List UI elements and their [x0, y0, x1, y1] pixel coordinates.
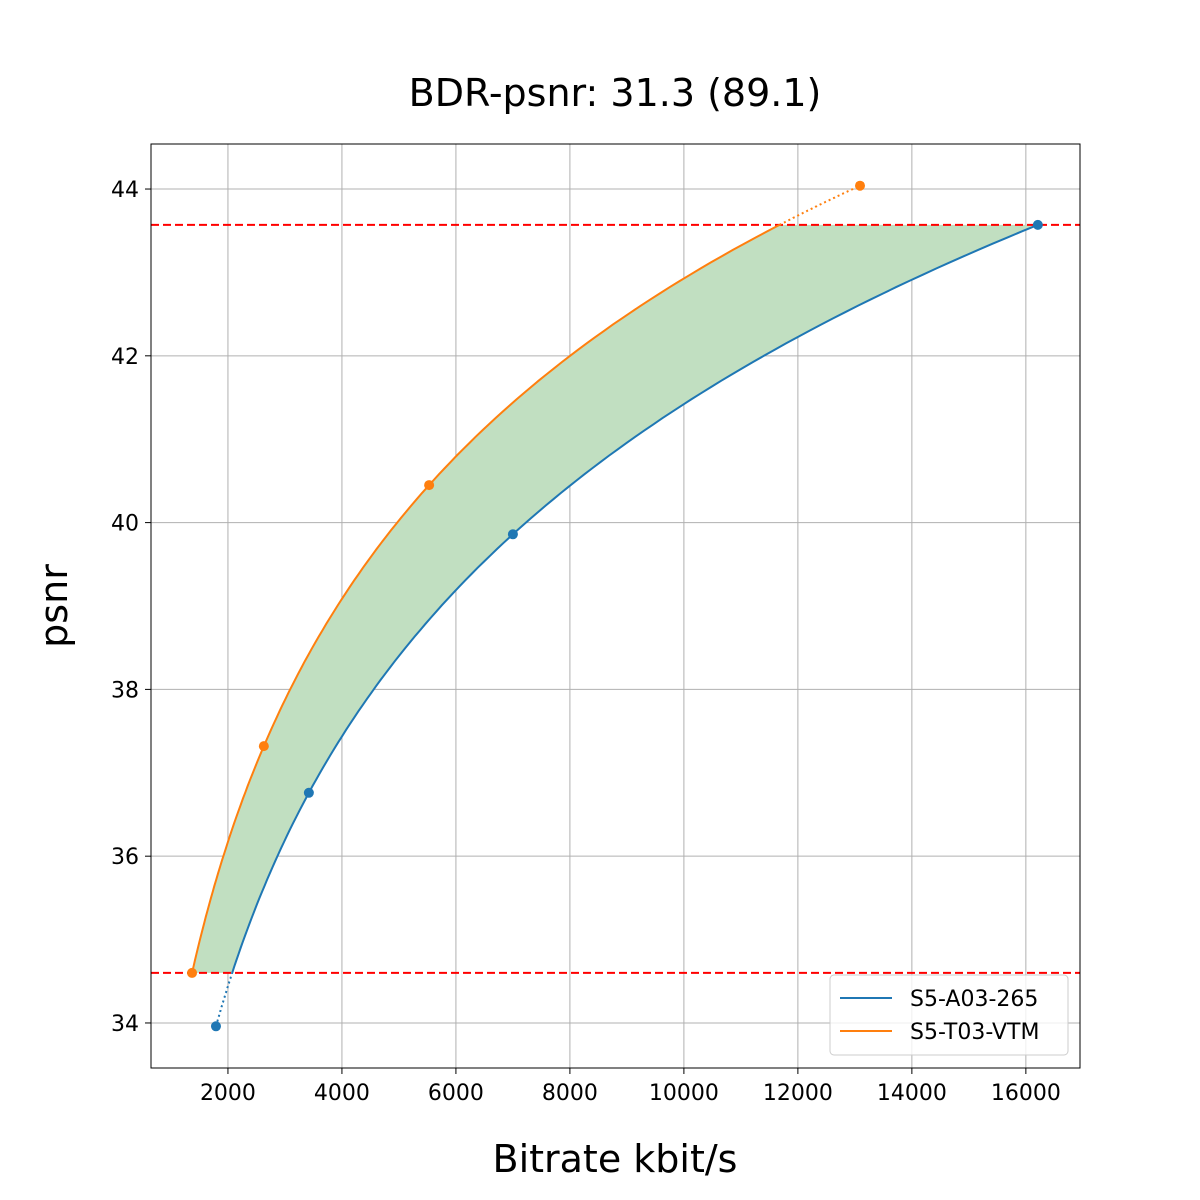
y-tick-label: 38 [111, 678, 139, 703]
series-lines [187, 180, 1043, 1032]
y-tick-label: 40 [111, 512, 139, 537]
bd-area [192, 224, 1038, 973]
x-tick-label: 10000 [649, 1081, 719, 1106]
ticks: 2000 4000 6000 8000 10000 12000 14000 16000 34 36… [111, 178, 1061, 1106]
y-axis-label: psnr [32, 564, 76, 648]
chart-title: BDR-psnr: 31.3 (89.1) [409, 71, 822, 115]
data-point-0 [303, 787, 314, 798]
legend-label-1: S5-T03-VTM [910, 1020, 1039, 1045]
data-point-1 [258, 741, 269, 752]
data-point-0 [210, 1021, 221, 1032]
data-point-0 [507, 529, 518, 540]
reference-lines [151, 223, 1080, 974]
x-tick-label: 16000 [991, 1081, 1061, 1106]
grid [151, 144, 1080, 1068]
legend-label-0: S5-A03-265 [910, 987, 1038, 1012]
y-tick-label: 34 [111, 1012, 139, 1037]
x-tick-label: 12000 [763, 1081, 833, 1106]
y-tick-label: 42 [111, 345, 139, 370]
data-point-1 [187, 967, 198, 978]
series-line-1 [191, 224, 780, 974]
legend: S5-A03-265 S5-T03-VTM [829, 974, 1069, 1056]
x-tick-label: 2000 [200, 1081, 256, 1106]
plot-frame [150, 143, 1081, 1069]
data-point-0 [1032, 219, 1043, 230]
series-extrapolation-1 [779, 184, 861, 226]
series-extrapolation-0 [215, 972, 234, 1027]
x-axis-label: Bitrate kbit/s [493, 1137, 738, 1181]
x-tick-label: 8000 [542, 1081, 598, 1106]
x-tick-label: 4000 [314, 1081, 370, 1106]
x-tick-label: 14000 [877, 1081, 947, 1106]
legend-box [829, 974, 1069, 1056]
y-tick-label: 44 [111, 178, 139, 203]
bd-area-fill [192, 224, 1038, 973]
data-point-1 [855, 180, 866, 191]
x-tick-label: 6000 [428, 1081, 484, 1106]
series-line-0 [231, 223, 1039, 974]
data-point-1 [424, 480, 435, 491]
y-tick-label: 36 [111, 845, 139, 870]
